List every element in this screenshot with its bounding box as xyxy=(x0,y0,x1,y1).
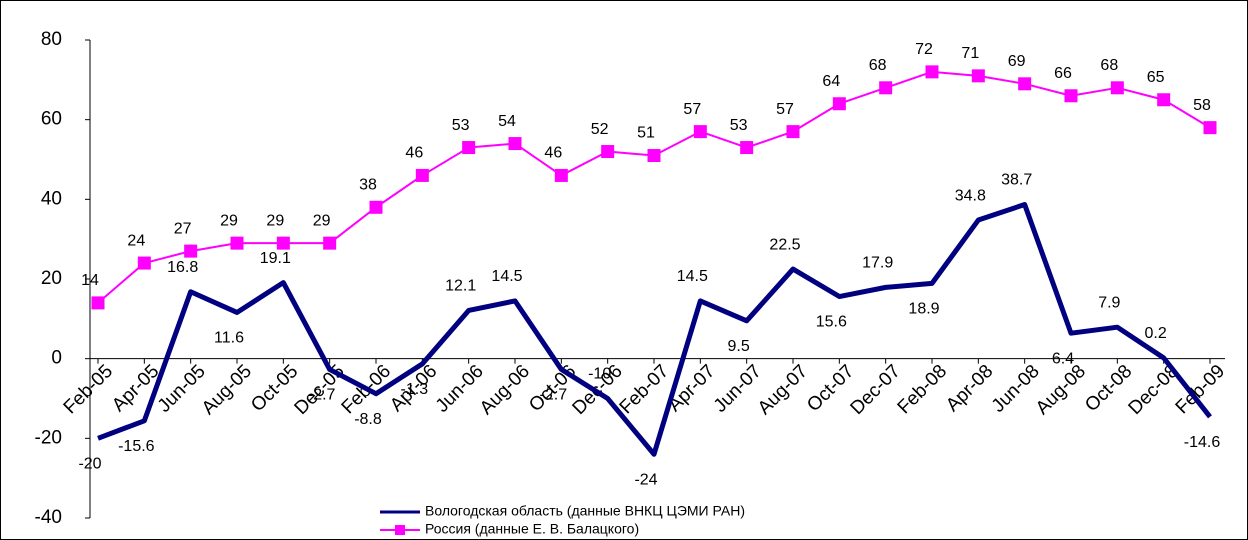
data-label: -15.6 xyxy=(118,438,155,455)
marker xyxy=(1110,81,1124,95)
y-tick-label: 40 xyxy=(41,188,62,209)
data-label: 58 xyxy=(1193,97,1211,114)
data-label: -2.7 xyxy=(540,387,568,404)
data-label: 14 xyxy=(81,272,99,289)
data-label: 72 xyxy=(915,41,933,58)
marker xyxy=(508,137,522,151)
data-label: -8.8 xyxy=(354,411,382,428)
data-label: 19.1 xyxy=(260,250,291,267)
data-label: 15.6 xyxy=(816,314,847,331)
data-label: -24 xyxy=(634,471,657,488)
data-label: 14.5 xyxy=(677,268,708,285)
marker xyxy=(647,149,661,163)
data-label: 29 xyxy=(220,212,238,229)
data-label: 18.9 xyxy=(908,301,939,318)
data-label: 57 xyxy=(776,101,794,118)
data-label: -20 xyxy=(78,456,101,473)
data-label: 52 xyxy=(591,121,609,138)
legend-label: Вологодская область (данные ВНКЦ ЦЭМИ РА… xyxy=(425,503,745,519)
data-label: 16.8 xyxy=(167,259,198,276)
data-label: 38 xyxy=(359,177,377,194)
marker xyxy=(323,236,337,250)
marker xyxy=(1018,77,1032,91)
data-label: 53 xyxy=(730,117,748,134)
data-label: 29 xyxy=(266,212,284,229)
y-tick-label: -20 xyxy=(35,427,62,448)
y-tick-label: 0 xyxy=(51,348,62,369)
data-label: 9.5 xyxy=(728,338,750,355)
marker xyxy=(786,125,800,139)
y-tick-label: 80 xyxy=(41,29,62,50)
data-label: 6.4 xyxy=(1052,350,1074,367)
data-label: 34.8 xyxy=(955,187,986,204)
data-label: 22.5 xyxy=(769,236,800,253)
marker xyxy=(601,145,615,159)
marker xyxy=(137,256,151,270)
marker xyxy=(276,236,290,250)
data-label: 68 xyxy=(1100,57,1118,74)
data-label: 0.2 xyxy=(1145,325,1167,342)
data-label: 12.1 xyxy=(445,278,476,295)
marker xyxy=(184,244,198,258)
marker xyxy=(879,81,893,95)
data-label: 38.7 xyxy=(1001,172,1032,189)
marker xyxy=(554,168,568,182)
marker xyxy=(925,65,939,79)
marker xyxy=(832,97,846,111)
marker xyxy=(230,236,244,250)
data-label: 7.9 xyxy=(1098,294,1120,311)
marker xyxy=(91,296,105,310)
marker xyxy=(693,125,707,139)
data-label: 66 xyxy=(1054,65,1072,82)
data-label: 64 xyxy=(822,73,840,90)
data-label: 54 xyxy=(498,113,516,130)
marker xyxy=(415,168,429,182)
data-label: 46 xyxy=(544,145,562,162)
data-label: 27 xyxy=(174,220,192,237)
data-label: 51 xyxy=(637,125,655,142)
data-label: 53 xyxy=(452,117,470,134)
data-label: 46 xyxy=(405,145,423,162)
data-label: 68 xyxy=(869,57,887,74)
data-label: 71 xyxy=(961,45,979,62)
marker xyxy=(1157,93,1171,107)
marker xyxy=(1064,89,1078,103)
y-tick-label: -40 xyxy=(35,507,62,528)
data-label: 17.9 xyxy=(862,255,893,272)
marker xyxy=(369,200,383,214)
data-label: -14.6 xyxy=(1184,434,1221,451)
data-label: 14.5 xyxy=(491,268,522,285)
marker xyxy=(1203,121,1217,135)
marker xyxy=(971,69,985,83)
series-line xyxy=(97,202,1212,457)
data-label: 69 xyxy=(1008,53,1026,70)
marker xyxy=(462,141,476,155)
data-label: 24 xyxy=(127,232,145,249)
legend-label: Россия (данные Е. В. Балацкого) xyxy=(425,521,639,537)
marker xyxy=(740,141,754,155)
legend-marker xyxy=(395,525,405,535)
y-tick-label: 60 xyxy=(41,109,62,130)
data-label: 57 xyxy=(683,101,701,118)
data-label: -1.3 xyxy=(401,381,429,398)
y-tick-label: 20 xyxy=(41,268,62,289)
data-label: 65 xyxy=(1147,69,1165,86)
data-label: -10 xyxy=(588,366,611,383)
data-label: -2.7 xyxy=(308,387,336,404)
data-label: 29 xyxy=(313,212,331,229)
data-label: 11.6 xyxy=(214,330,244,347)
